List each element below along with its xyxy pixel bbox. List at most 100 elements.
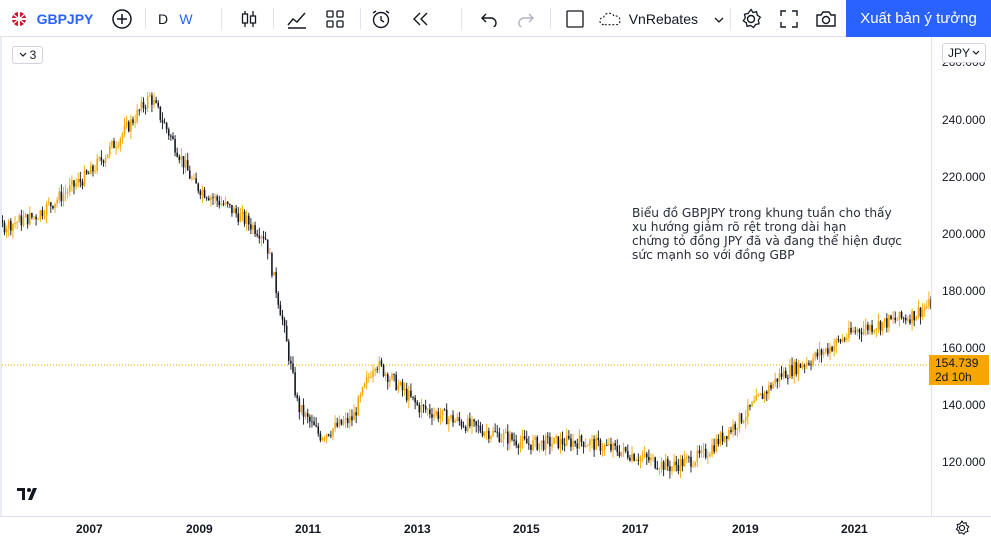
candle [485, 423, 488, 441]
candle-body [104, 157, 107, 163]
candle-body [81, 181, 84, 186]
candle [412, 396, 414, 401]
candle-body [515, 440, 518, 446]
candle [633, 452, 635, 462]
alert-clock-icon[interactable] [368, 0, 394, 37]
indicators-icon[interactable] [284, 0, 310, 37]
candle-body [445, 409, 448, 425]
undo-icon[interactable] [476, 0, 502, 37]
candle-body [199, 191, 202, 196]
candle-body [681, 459, 684, 467]
symbol-search-button[interactable]: GBPJPY [36, 10, 94, 27]
candle-body [5, 229, 8, 233]
candle-body [774, 378, 777, 384]
candle [149, 92, 151, 97]
time-axis[interactable]: 2007 2009 2011 2013 2015 2017 2019 2021 [0, 516, 991, 540]
candle-body [338, 419, 341, 427]
candle [753, 395, 755, 404]
candle-body [784, 370, 787, 379]
candle [450, 414, 452, 422]
layout-name-dropdown[interactable]: VnRebates [598, 0, 724, 37]
candle [218, 195, 221, 209]
candle [913, 310, 915, 327]
candle [108, 142, 111, 159]
candle-body [26, 214, 29, 225]
candle-body [138, 109, 141, 111]
candle [806, 357, 808, 370]
candle [732, 419, 734, 438]
compare-icon[interactable] [108, 0, 136, 37]
candle [243, 209, 246, 227]
candle-body [14, 222, 16, 224]
candle-body [90, 165, 92, 174]
candle [782, 367, 785, 380]
settings-gear-icon[interactable] [738, 0, 764, 37]
axis-settings-gear-icon[interactable] [954, 520, 970, 540]
candle-body [403, 388, 406, 391]
price-axis[interactable]: 260.000 240.000 220.000 200.000 180.000 … [931, 37, 991, 516]
candle [747, 398, 749, 425]
candle [595, 434, 598, 450]
interval-w-button[interactable]: W [179, 10, 193, 27]
candle [744, 409, 747, 429]
candle [68, 177, 71, 197]
candle-body [121, 134, 124, 139]
toolbar-divider [730, 8, 731, 29]
candle-body [426, 409, 429, 411]
legend-toggle[interactable]: 3 [12, 46, 43, 64]
candle [799, 363, 802, 369]
candle [694, 461, 696, 468]
candle [172, 132, 174, 140]
candles-icon[interactable] [236, 0, 262, 37]
tradingview-logo-icon[interactable] [12, 480, 42, 506]
candle-body [656, 467, 659, 469]
candle-body [58, 191, 61, 200]
currency-dropdown[interactable]: JPY [942, 43, 986, 63]
candle [50, 201, 52, 213]
candle [614, 440, 616, 451]
candle [915, 315, 918, 321]
candle [285, 320, 288, 342]
candle [155, 96, 157, 104]
candle [7, 218, 10, 237]
candle-body [294, 372, 296, 396]
replay-icon[interactable] [408, 0, 434, 37]
candle-body [822, 351, 825, 355]
candle-body [450, 415, 452, 419]
time-tick: 2011 [295, 522, 322, 536]
publish-idea-button[interactable]: Xuất bản ý tưởng [846, 0, 991, 37]
layout-square-icon[interactable] [562, 0, 588, 37]
chart-pane[interactable] [0, 37, 991, 516]
candle-body [195, 178, 197, 184]
price-tick: 220.000 [942, 170, 986, 184]
candle [816, 348, 819, 360]
candle [831, 345, 833, 353]
candle [460, 419, 463, 430]
candle-body [637, 460, 640, 461]
candle [334, 415, 336, 432]
candle [926, 299, 928, 310]
fullscreen-icon[interactable] [776, 0, 802, 37]
interval-d-button[interactable]: D [157, 10, 169, 27]
candlestick-chart[interactable] [0, 37, 991, 516]
redo-icon[interactable] [513, 0, 539, 37]
candle [692, 460, 694, 468]
chart-text-annotation[interactable]: Biểu đồ GBPJPY trong khung tuần cho thấy… [632, 206, 932, 262]
candle [338, 415, 341, 429]
candle [789, 358, 791, 379]
candle-body [654, 457, 656, 468]
candle-body [115, 146, 117, 149]
layout-grid-icon[interactable] [322, 0, 348, 37]
candle [119, 136, 122, 152]
candle [275, 267, 277, 298]
candle [894, 311, 897, 324]
candle-body [180, 155, 183, 160]
candle-body [683, 457, 686, 467]
candle [797, 359, 800, 382]
camera-icon[interactable] [813, 0, 839, 37]
candle-body [839, 339, 842, 342]
candle-body [551, 443, 553, 447]
candle-body [850, 327, 852, 333]
candle [652, 453, 654, 462]
candle-body [719, 432, 722, 445]
